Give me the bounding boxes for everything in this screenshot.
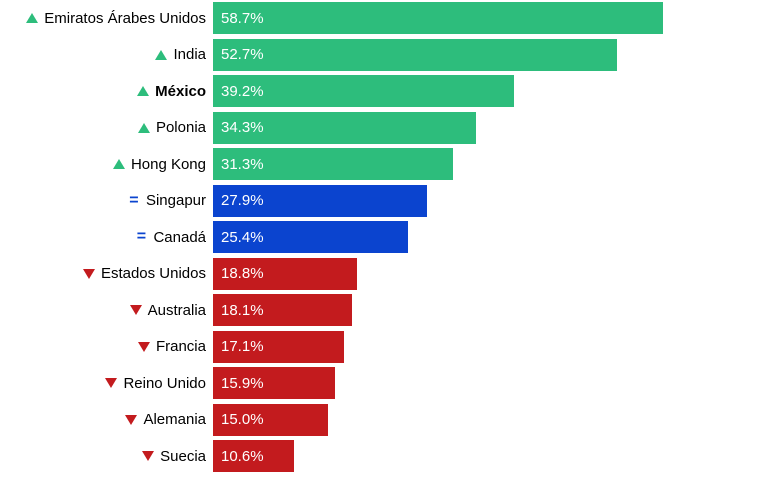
country-label: India (173, 46, 206, 63)
bar-area: 27.9% (213, 185, 765, 217)
chart-row: India 52.7% (0, 37, 765, 73)
country-label: Estados Unidos (101, 265, 206, 282)
chart-row: Polonia 34.3% (0, 110, 765, 146)
bar-area: 31.3% (213, 148, 765, 180)
value-label: 18.8% (221, 265, 264, 282)
trend-down-icon (130, 304, 142, 316)
chart-row: México 39.2% (0, 73, 765, 109)
value-label: 15.0% (221, 411, 264, 428)
bar: 18.8% (213, 258, 357, 290)
trend-equal-icon: = (135, 231, 147, 243)
bar-chart: Emiratos Árabes Unidos 58.7% India 52.7% Méx… (0, 0, 765, 474)
bar-area: 15.0% (213, 404, 765, 436)
bar-area: 18.8% (213, 258, 765, 290)
country-label: Australia (148, 302, 206, 319)
chart-row: Reino Unido 15.9% (0, 365, 765, 401)
trend-down-icon (138, 341, 150, 353)
bar: 34.3% (213, 112, 476, 144)
bar-area: 25.4% (213, 221, 765, 253)
country-label: Alemania (143, 411, 206, 428)
value-label: 27.9% (221, 192, 264, 209)
bar-area: 39.2% (213, 75, 765, 107)
value-label: 31.3% (221, 156, 264, 173)
bar-area: 15.9% (213, 367, 765, 399)
trend-down-icon (142, 450, 154, 462)
country-label: México (155, 83, 206, 100)
chart-row: Alemania 15.0% (0, 402, 765, 438)
bar-area: 10.6% (213, 440, 765, 472)
bar-area: 52.7% (213, 39, 765, 71)
trend-down-icon (83, 268, 95, 280)
chart-row: = Singapur 27.9% (0, 183, 765, 219)
label-area: Suecia (0, 448, 213, 465)
country-label: Singapur (146, 192, 206, 209)
bar: 15.9% (213, 367, 335, 399)
trend-down-icon (125, 414, 137, 426)
label-area: = Canadá (0, 229, 213, 246)
value-label: 25.4% (221, 229, 264, 246)
country-label: Francia (156, 338, 206, 355)
bar-area: 58.7% (213, 2, 765, 34)
label-area: México (0, 83, 213, 100)
value-label: 52.7% (221, 46, 264, 63)
chart-row: Suecia 10.6% (0, 438, 765, 474)
label-area: Estados Unidos (0, 265, 213, 282)
bar: 25.4% (213, 221, 408, 253)
country-label: Suecia (160, 448, 206, 465)
trend-up-icon (138, 122, 150, 134)
chart-row: Hong Kong 31.3% (0, 146, 765, 182)
label-area: Australia (0, 302, 213, 319)
bar: 27.9% (213, 185, 427, 217)
label-area: Alemania (0, 411, 213, 428)
value-label: 10.6% (221, 448, 264, 465)
label-area: Hong Kong (0, 156, 213, 173)
label-area: Reino Unido (0, 375, 213, 392)
country-label: Polonia (156, 119, 206, 136)
bar: 17.1% (213, 331, 344, 363)
trend-up-icon (113, 158, 125, 170)
value-label: 15.9% (221, 375, 264, 392)
country-label: Emiratos Árabes Unidos (44, 10, 206, 27)
country-label: Reino Unido (123, 375, 206, 392)
trend-up-icon (155, 49, 167, 61)
country-label: Hong Kong (131, 156, 206, 173)
trend-up-icon (26, 12, 38, 24)
bar-area: 17.1% (213, 331, 765, 363)
value-label: 58.7% (221, 10, 264, 27)
label-area: Emiratos Árabes Unidos (0, 10, 213, 27)
value-label: 18.1% (221, 302, 264, 319)
bar: 15.0% (213, 404, 328, 436)
label-area: = Singapur (0, 192, 213, 209)
bar: 18.1% (213, 294, 352, 326)
bar: 10.6% (213, 440, 294, 472)
label-area: Polonia (0, 119, 213, 136)
trend-equal-icon: = (128, 195, 140, 207)
chart-row: Francia 17.1% (0, 329, 765, 365)
bar: 52.7% (213, 39, 617, 71)
chart-row: Estados Unidos 18.8% (0, 256, 765, 292)
bar: 31.3% (213, 148, 453, 180)
chart-row: = Canadá 25.4% (0, 219, 765, 255)
trend-up-icon (137, 85, 149, 97)
bar: 58.7% (213, 2, 663, 34)
bar-area: 18.1% (213, 294, 765, 326)
label-area: Francia (0, 338, 213, 355)
value-label: 17.1% (221, 338, 264, 355)
value-label: 34.3% (221, 119, 264, 136)
value-label: 39.2% (221, 83, 264, 100)
chart-row: Australia 18.1% (0, 292, 765, 328)
bar: 39.2% (213, 75, 514, 107)
chart-row: Emiratos Árabes Unidos 58.7% (0, 0, 765, 36)
label-area: India (0, 46, 213, 63)
trend-down-icon (105, 377, 117, 389)
bar-area: 34.3% (213, 112, 765, 144)
country-label: Canadá (153, 229, 206, 246)
